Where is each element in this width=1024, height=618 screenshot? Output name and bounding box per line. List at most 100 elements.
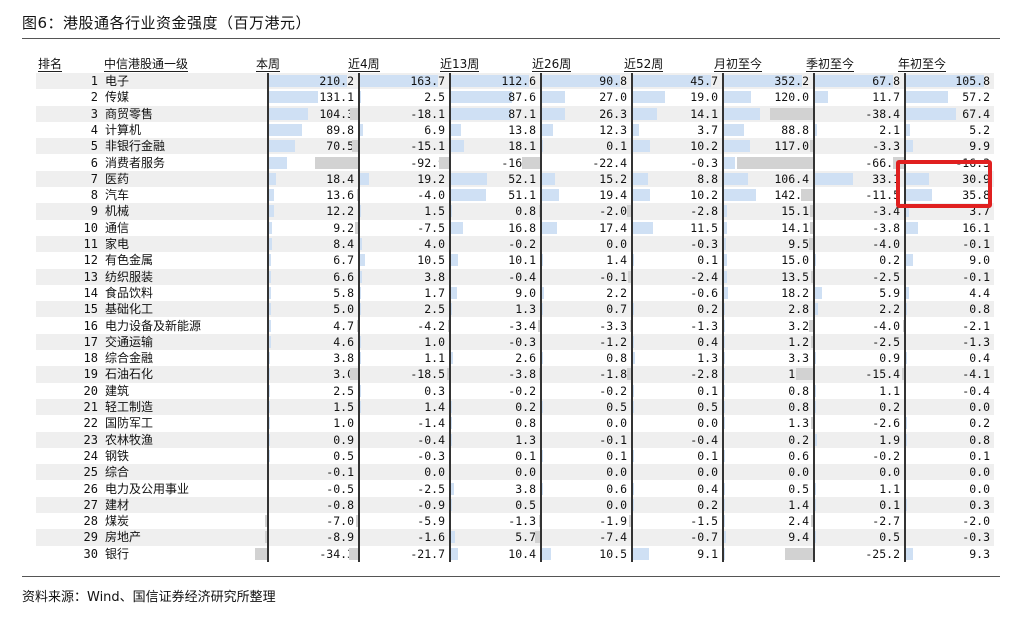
value-label: 105.8: [955, 74, 990, 88]
rank-cell: 26: [83, 481, 98, 496]
rank-cell: 30: [83, 546, 98, 561]
value-bar: [906, 303, 907, 316]
value-bar: [633, 221, 653, 234]
value-label: -1.3: [962, 334, 990, 349]
value-label: 0.5: [333, 448, 354, 463]
value-label: 3.3: [788, 351, 809, 366]
value-cell: -2.8: [627, 366, 722, 382]
value-bar: [360, 205, 361, 218]
value-cell: 0.2: [904, 415, 994, 431]
value-bar: [627, 270, 632, 283]
value-bar: [451, 221, 463, 234]
value-label: 14.1: [781, 220, 809, 235]
value-cell: 9.3: [904, 546, 994, 562]
value-label: 5.8: [333, 285, 354, 300]
value-bar: [447, 368, 450, 381]
value-cell: -2.1: [903, 318, 994, 334]
value-cell: 10.4: [449, 546, 540, 562]
value-cell: 0.1: [813, 497, 904, 513]
value-cell: -2.6: [811, 415, 904, 431]
value-cell: 9.0: [449, 285, 540, 301]
value-cell: 70.5: [267, 138, 358, 154]
value-label: -4.0: [872, 237, 900, 251]
value-cell: 106.4: [722, 171, 813, 187]
industry-cell: 纺织服装: [105, 269, 154, 284]
table-row: 26 电力及公用事业 -0.5 -2.5 3.8 0.6 0.4 0.5 1.1 0.0: [36, 481, 994, 497]
value-cell: 1.5: [267, 399, 358, 415]
value-label: -1.4: [417, 416, 445, 431]
value-cell: 0.9: [813, 350, 904, 366]
value-cell: 105.8: [904, 73, 994, 89]
rank-cell: 8: [90, 188, 98, 203]
rank-cell: 20: [83, 383, 98, 398]
rank-cell: 2: [90, 90, 98, 105]
value-cell: 0.8: [722, 383, 813, 399]
rank-cell: 11: [83, 237, 98, 251]
value-bar: [542, 107, 565, 120]
rank-cell: 15: [83, 302, 98, 317]
table-row: 21 轻工制造 1.5 1.4 0.2 0.5 0.5 0.8 0.2 0.0: [36, 399, 994, 416]
column-header: 近13周: [440, 57, 480, 72]
value-cell: 0.1: [631, 448, 722, 464]
value-label: 352.2: [774, 74, 809, 88]
value-label: -0.9: [417, 497, 445, 512]
value-cell: -25.2: [785, 546, 904, 562]
rank-cell: 23: [83, 432, 98, 447]
value-label: -4.0: [872, 318, 900, 333]
value-label: 0.1: [606, 448, 627, 463]
value-label: -7.4: [599, 530, 627, 545]
value-bar: [724, 515, 725, 528]
value-bar: [355, 221, 359, 234]
value-label: 8.4: [333, 237, 354, 251]
value-bar: [724, 254, 728, 267]
value-label: 0.1: [606, 139, 627, 154]
figure-title: 图6：港股通各行业资金强度（百万港元）: [22, 14, 312, 32]
value-cell: -1.4: [358, 415, 449, 431]
value-cell: -0.6: [630, 285, 722, 301]
rank-cell: 3: [90, 106, 98, 121]
value-bar: [724, 156, 735, 169]
value-label: 9.4: [788, 530, 809, 545]
value-cell: -34.3: [255, 546, 358, 562]
bottom-divider: [22, 576, 1000, 577]
rank-cell: 12: [83, 253, 98, 268]
value-label: 0.5: [515, 497, 536, 512]
highlight-box: [896, 160, 992, 208]
value-bar: [542, 547, 552, 560]
value-label: 0.0: [606, 416, 627, 431]
rank-cell: 16: [83, 318, 98, 333]
value-label: 1.7: [424, 285, 445, 300]
bar-axis-line: [631, 73, 633, 562]
value-label: 9.2: [333, 220, 354, 235]
value-cell: 14.1: [631, 106, 722, 122]
value-label: 0.5: [606, 400, 627, 414]
value-bar: [269, 335, 271, 348]
value-bar: [815, 286, 822, 299]
value-cell: -1.2: [539, 334, 631, 350]
value-bar: [360, 238, 362, 250]
value-cell: -22.4: [521, 155, 631, 171]
value-cell: -3.4: [447, 318, 540, 334]
value-label: -4.2: [417, 318, 445, 333]
value-label: 10.4: [508, 546, 536, 561]
value-cell: -0.4: [904, 383, 994, 399]
table-row: 11 家电 8.4 4.0 -0.2 0.0 -0.3 9.5 -4.0 -0.1: [36, 236, 994, 253]
industry-cell: 房地产: [105, 530, 142, 545]
industry-cell: 汽车: [105, 188, 130, 203]
value-label: 1.3: [788, 416, 809, 431]
value-cell: -2.0: [539, 203, 631, 219]
value-cell: -0.2: [449, 236, 540, 252]
value-label: -0.2: [872, 448, 900, 463]
value-label: 0.2: [697, 497, 718, 512]
value-label: 0.8: [969, 432, 990, 447]
rank-cell: 24: [83, 448, 98, 463]
value-cell: -7.4: [534, 529, 631, 545]
value-cell: 3.8: [449, 481, 540, 497]
value-bar: [451, 547, 459, 560]
table-row: 8 汽车 13.6 -4.0 51.1 19.4 10.2 142.6 -11.5 35.8: [36, 187, 994, 203]
value-cell: 90.8: [540, 73, 631, 89]
value-label: 2.4: [788, 514, 809, 529]
value-bar: [815, 75, 893, 87]
industry-cell: 家电: [105, 237, 130, 251]
value-label: 15.2: [599, 171, 627, 186]
